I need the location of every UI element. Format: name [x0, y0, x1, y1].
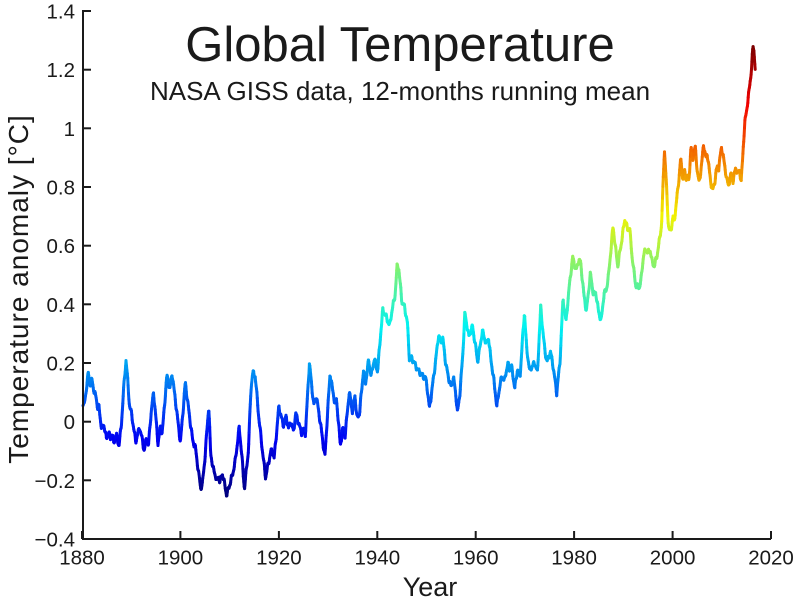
- svg-text:1: 1: [64, 118, 75, 141]
- svg-text:1940: 1940: [354, 547, 400, 570]
- svg-text:1980: 1980: [551, 547, 597, 570]
- svg-text:−0.2: −0.2: [35, 470, 75, 493]
- svg-text:Temperature anomaly [°C]: Temperature anomaly [°C]: [3, 114, 34, 464]
- svg-text:2020: 2020: [748, 547, 794, 570]
- svg-text:0.2: 0.2: [47, 353, 76, 376]
- svg-text:1.2: 1.2: [47, 59, 76, 82]
- svg-text:1.4: 1.4: [47, 1, 76, 24]
- svg-text:0.8: 0.8: [47, 177, 76, 200]
- svg-text:−0.4: −0.4: [35, 529, 75, 552]
- svg-text:0: 0: [64, 411, 75, 434]
- svg-text:2000: 2000: [650, 547, 696, 570]
- svg-text:1920: 1920: [256, 547, 302, 570]
- svg-text:Global Temperature: Global Temperature: [185, 18, 614, 72]
- svg-text:1880: 1880: [59, 547, 105, 570]
- svg-text:1900: 1900: [158, 547, 204, 570]
- svg-text:0.4: 0.4: [47, 294, 76, 317]
- svg-text:NASA GISS data, 12-months runn: NASA GISS data, 12-months running mean: [150, 76, 650, 106]
- svg-text:Year: Year: [403, 572, 458, 598]
- svg-text:0.6: 0.6: [47, 235, 76, 258]
- svg-text:1960: 1960: [453, 547, 499, 570]
